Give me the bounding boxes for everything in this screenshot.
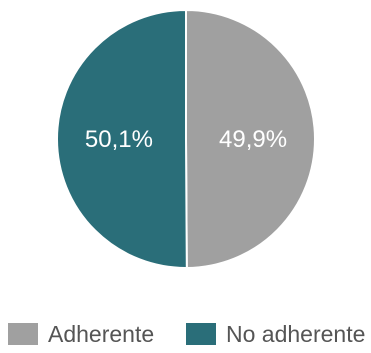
legend-swatch-no-adherente	[186, 323, 216, 345]
legend-swatch-adherente	[8, 323, 38, 345]
legend-item-no-adherente: No adherente	[186, 316, 365, 352]
slice-labels: 49,9% 50,1%	[85, 126, 287, 153]
data-label-no-adherente: 50,1%	[85, 126, 153, 153]
legend: Adherente No adherente	[0, 316, 371, 352]
data-label-adherente: 49,9%	[219, 126, 287, 153]
pie-slice-adherente	[185, 8, 316, 270]
legend-item-adherente: Adherente	[8, 316, 154, 352]
legend-label-no-adherente: No adherente	[226, 320, 366, 347]
pie-slices	[56, 8, 316, 270]
pie-slice-no-adherente	[56, 8, 188, 269]
legend-label-adherente: Adherente	[48, 320, 155, 347]
